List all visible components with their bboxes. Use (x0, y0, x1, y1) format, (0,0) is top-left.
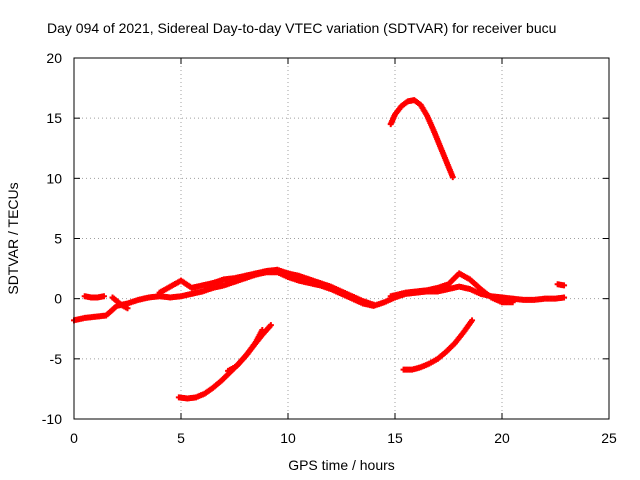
y-tick-label: -10 (42, 411, 62, 427)
data-point (370, 301, 377, 308)
y-tick-label: 10 (46, 170, 62, 186)
series-track-low-right (400, 317, 476, 373)
series-track-end (554, 281, 568, 289)
data-point (469, 317, 476, 324)
series-track-low-left-2 (225, 322, 274, 374)
data-point (267, 322, 274, 329)
x-tick-label: 20 (494, 430, 510, 446)
x-tick-label: 5 (177, 430, 185, 446)
series-track-high (387, 97, 456, 181)
data-point (100, 293, 107, 300)
y-tick-label: 15 (46, 110, 62, 126)
x-tick-label: 10 (280, 430, 296, 446)
data-layer (71, 97, 568, 402)
x-tick-label: 0 (70, 430, 78, 446)
series-track-short-early (81, 293, 107, 301)
y-tick-label: 20 (46, 50, 62, 66)
chart-title: Day 094 of 2021, Sidereal Day-to-day VTE… (47, 20, 556, 36)
x-tick-label: 15 (387, 430, 403, 446)
grid-layer (74, 58, 609, 419)
data-point (124, 305, 131, 312)
y-tick-label: 5 (54, 231, 62, 247)
tick-layer: 0 5 10 15 20 25 -10 -5 0 5 10 15 20 (42, 50, 617, 446)
x-axis-title: GPS time / hours (288, 457, 395, 473)
y-tick-label: 0 (54, 291, 62, 307)
data-point (509, 299, 516, 306)
series-track-arc-late (387, 270, 516, 306)
data-point (561, 294, 568, 301)
series-track-short-2 (109, 294, 131, 312)
data-point (561, 282, 568, 289)
x-tick-label: 25 (601, 430, 617, 446)
data-point (449, 174, 456, 181)
y-axis-title: SDTVAR / TECUs (5, 182, 21, 294)
series-track-upper-band (156, 266, 377, 308)
series-track-low-left (175, 326, 266, 402)
y-tick-label: -5 (50, 351, 63, 367)
